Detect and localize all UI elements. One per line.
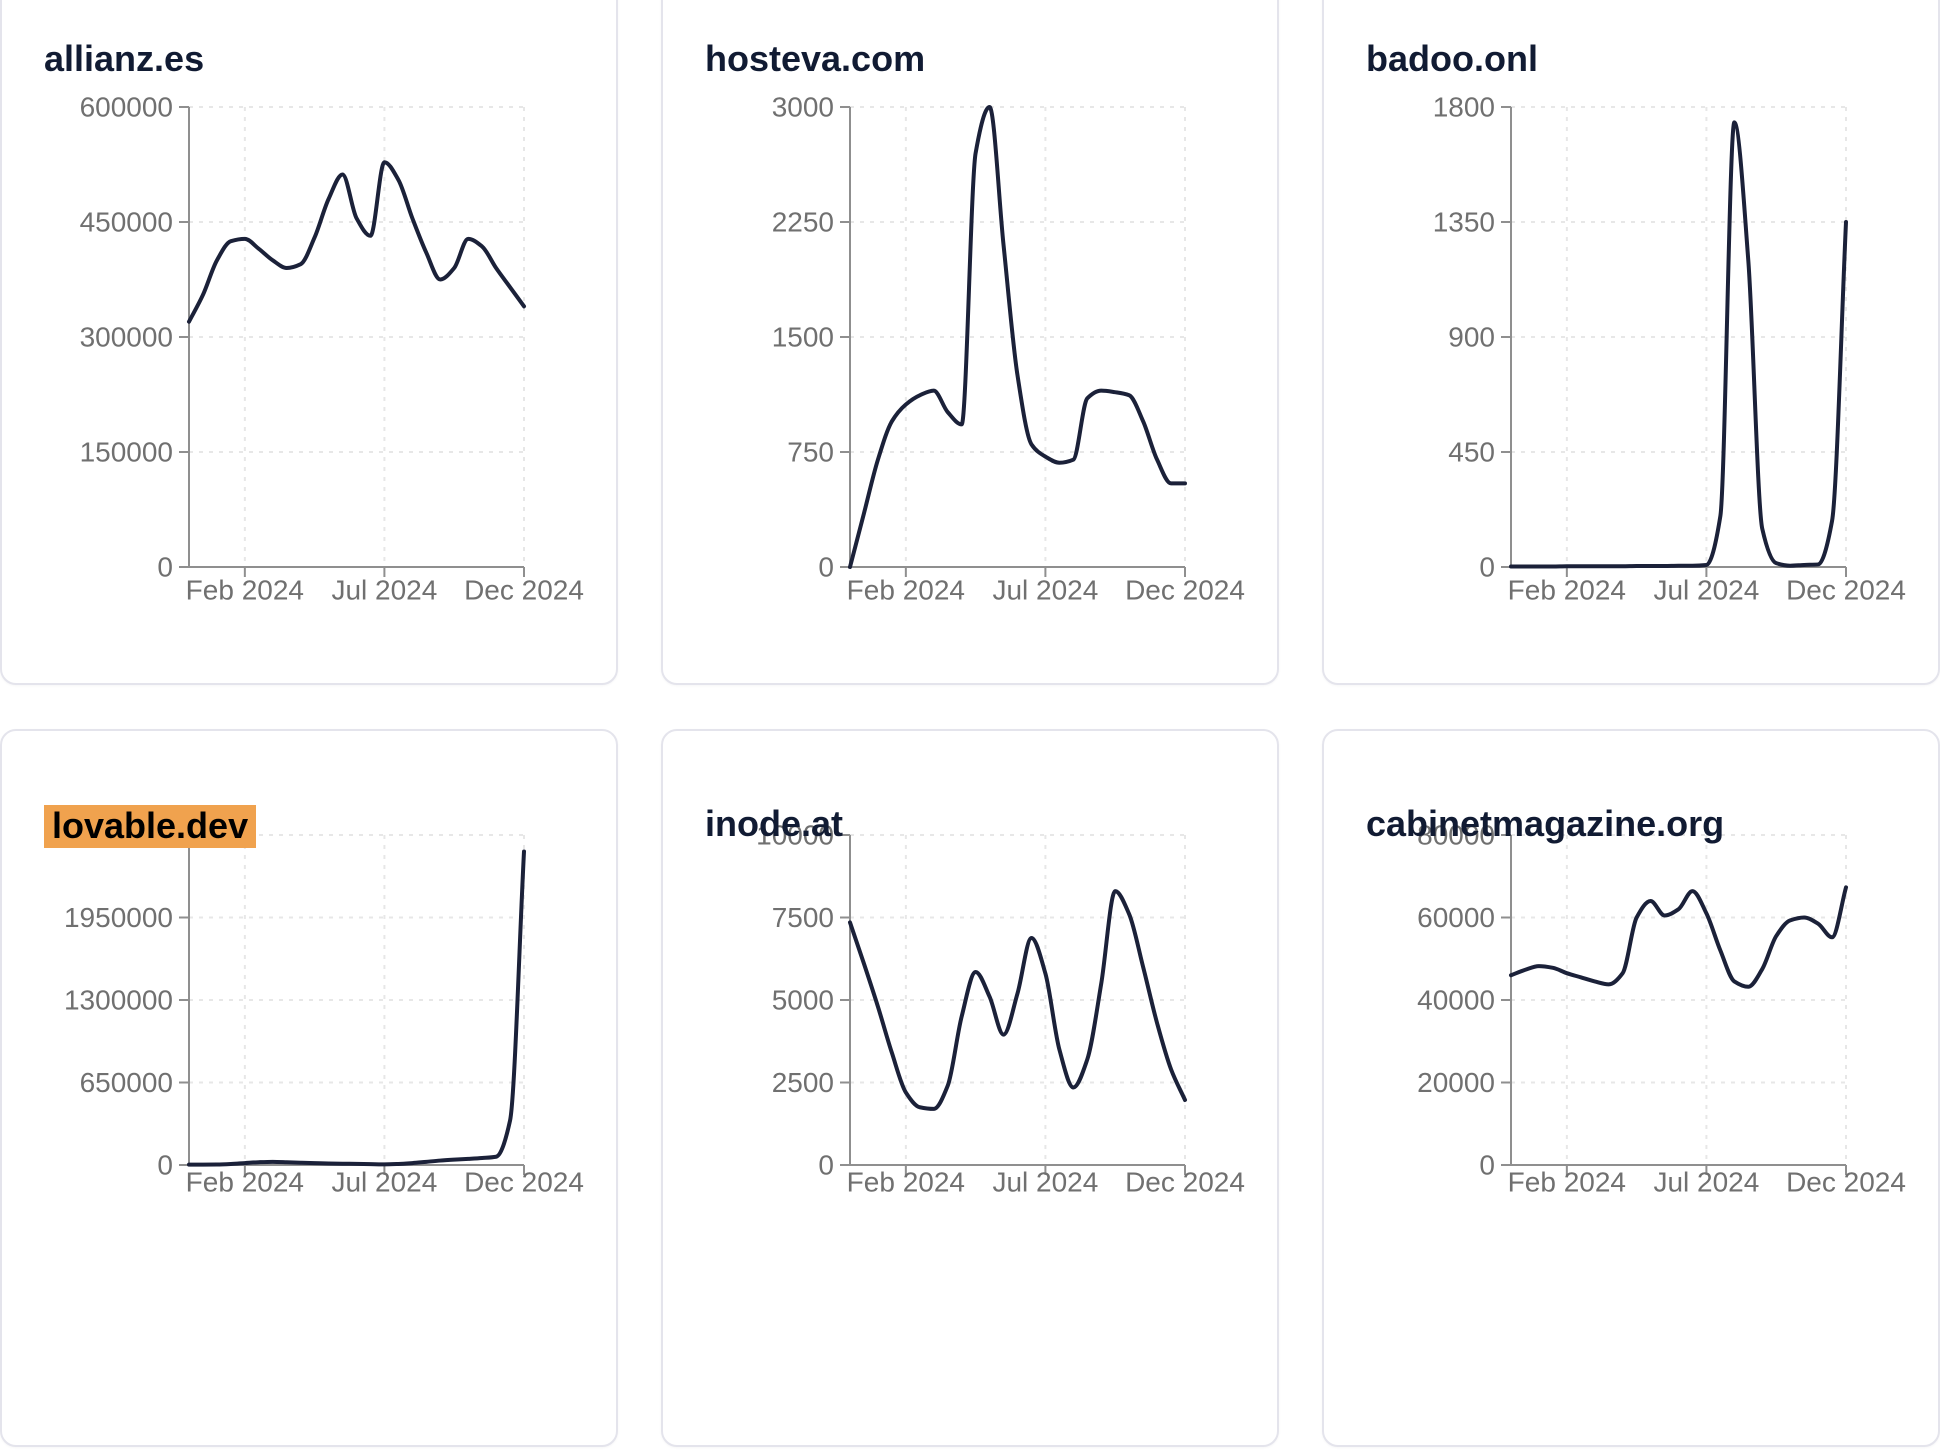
x-tick-label: Jul 2024 (331, 1167, 437, 1198)
traffic-line (187, 849, 526, 1167)
x-tick-label: Jul 2024 (1653, 1167, 1759, 1198)
domain-card-cabinetmagazine-org[interactable]: 0 20000 40000 60000 80000 Feb 2024 Jul 2024 Dec… (1322, 729, 1940, 1447)
y-tick-label: 1350 (1433, 207, 1495, 238)
domain-card-inode-at[interactable]: 0 2500 5000 7500 10000 Feb 2024 Jul 2024 Dec 20… (661, 729, 1279, 1447)
x-tick-label: Jul 2024 (1653, 575, 1759, 606)
y-tick-label: 1800 (1433, 92, 1495, 123)
x-tick-label: Dec 2024 (1125, 1167, 1245, 1198)
line-chart-canvas: 0 150000 300000 450000 600000 Feb 2024 Jul 202… (80, 92, 584, 606)
x-tick-label: Feb 2024 (186, 575, 304, 606)
line-chart-canvas: 0 20000 40000 60000 80000 Feb 2024 Jul 2024 Dec… (1417, 820, 1906, 1198)
y-tick-label: 150000 (80, 437, 173, 468)
x-tick-label: Dec 2024 (1786, 1167, 1906, 1198)
x-tick-label: Feb 2024 (1508, 575, 1626, 606)
domain-title-text: hosteva.com (705, 37, 926, 79)
y-tick-label: 0 (157, 1150, 173, 1181)
traffic-chart-cabinetmagazine-org: 0 20000 40000 60000 80000 Feb 2024 Jul 2024 Dec… (1324, 731, 1938, 1445)
y-tick-label: 0 (1479, 552, 1495, 583)
domain-card-badoo-onl[interactable]: 0 450 900 1350 1800 Feb 2024 Jul 2024 Dec 2024 … (1322, 0, 1940, 685)
y-tick-label: 900 (1448, 322, 1495, 353)
y-tick-label: 0 (157, 552, 173, 583)
domain-title: cabinetmagazine.org (1366, 805, 1724, 843)
y-tick-label: 5000 (772, 985, 834, 1016)
y-tick-label: 650000 (80, 1067, 173, 1098)
x-tick-label: Jul 2024 (992, 575, 1098, 606)
line-chart-canvas: 0 750 1500 2250 3000 Feb 2024 Jul 2024 Dec 2024 (772, 92, 1245, 606)
x-tick-label: Dec 2024 (1125, 575, 1245, 606)
domain-title: inode.at (705, 805, 843, 843)
traffic-line (187, 160, 526, 324)
domain-card-allianz-es[interactable]: 0 150000 300000 450000 600000 Feb 2024 Jul 202… (0, 0, 618, 685)
domain-title-text: cabinetmagazine.org (1366, 802, 1725, 844)
y-tick-label: 600000 (80, 92, 173, 123)
y-tick-label: 0 (1479, 1150, 1495, 1181)
y-tick-label: 450 (1448, 437, 1495, 468)
traffic-line (848, 105, 1187, 569)
traffic-chart-allianz-es: 0 150000 300000 450000 600000 Feb 2024 Jul 202… (2, 0, 616, 683)
x-tick-label: Feb 2024 (186, 1167, 304, 1198)
traffic-chart-badoo-onl: 0 450 900 1350 1800 Feb 2024 Jul 2024 Dec 2024 (1324, 0, 1938, 683)
x-tick-label: Dec 2024 (1786, 575, 1906, 606)
y-tick-label: 750 (787, 437, 834, 468)
x-tick-label: Feb 2024 (1508, 1167, 1626, 1198)
y-tick-label: 80000 (1417, 820, 1495, 851)
y-tick-label: 2250 (772, 207, 834, 238)
y-tick-label: 60000 (1417, 902, 1495, 933)
y-tick-label: 20000 (1417, 1067, 1495, 1098)
domain-title: allianz.es (44, 40, 204, 78)
traffic-chart-inode-at: 0 2500 5000 7500 10000 Feb 2024 Jul 2024 Dec 20… (663, 731, 1277, 1445)
traffic-line (1509, 885, 1848, 989)
x-tick-label: Feb 2024 (847, 575, 965, 606)
y-tick-label: 40000 (1417, 985, 1495, 1016)
y-tick-label: 3000 (772, 92, 834, 123)
y-tick-label: 10000 (756, 820, 834, 851)
x-tick-label: Dec 2024 (464, 1167, 584, 1198)
y-tick-label: 2500 (772, 1067, 834, 1098)
domain-card-lovable-dev[interactable]: 0650000130000019500002600000Feb 2024Jul … (0, 729, 618, 1447)
domain-title: lovable.dev (44, 804, 257, 848)
domain-title-text: badoo.onl (1366, 37, 1538, 79)
x-tick-label: Feb 2024 (847, 1167, 965, 1198)
y-tick-label: 7500 (772, 902, 834, 933)
y-tick-label: 300000 (80, 322, 173, 353)
domain-card-hosteva-com[interactable]: 0 750 1500 2250 3000 Feb 2024 Jul 2024 Dec 2024… (661, 0, 1279, 685)
x-tick-label: Dec 2024 (464, 575, 584, 606)
domain-title-text-highlighted: lovable.dev (44, 804, 257, 848)
domain-title: badoo.onl (1366, 40, 1538, 78)
x-tick-label: Jul 2024 (331, 575, 437, 606)
y-tick-label: 450000 (80, 207, 173, 238)
line-chart-canvas: 0 450 900 1350 1800 Feb 2024 Jul 2024 Dec 2024 (1433, 92, 1906, 606)
traffic-line (1509, 120, 1848, 569)
traffic-line (848, 889, 1187, 1111)
traffic-chart-hosteva-com: 0 750 1500 2250 3000 Feb 2024 Jul 2024 Dec 2024 (663, 0, 1277, 683)
y-tick-label: 1500 (772, 322, 834, 353)
y-tick-label: 1300000 (64, 985, 173, 1016)
line-chart-canvas: 0 2500 5000 7500 10000 Feb 2024 Jul 2024 Dec 20… (756, 820, 1245, 1198)
x-tick-label: Jul 2024 (992, 1167, 1098, 1198)
domain-title: hosteva.com (705, 40, 925, 78)
y-tick-label: 1950000 (64, 902, 173, 933)
domain-title-text: allianz.es (44, 37, 205, 79)
domain-title-text: inode.at (705, 802, 844, 844)
y-tick-label: 0 (818, 1150, 834, 1181)
y-tick-label: 0 (818, 552, 834, 583)
